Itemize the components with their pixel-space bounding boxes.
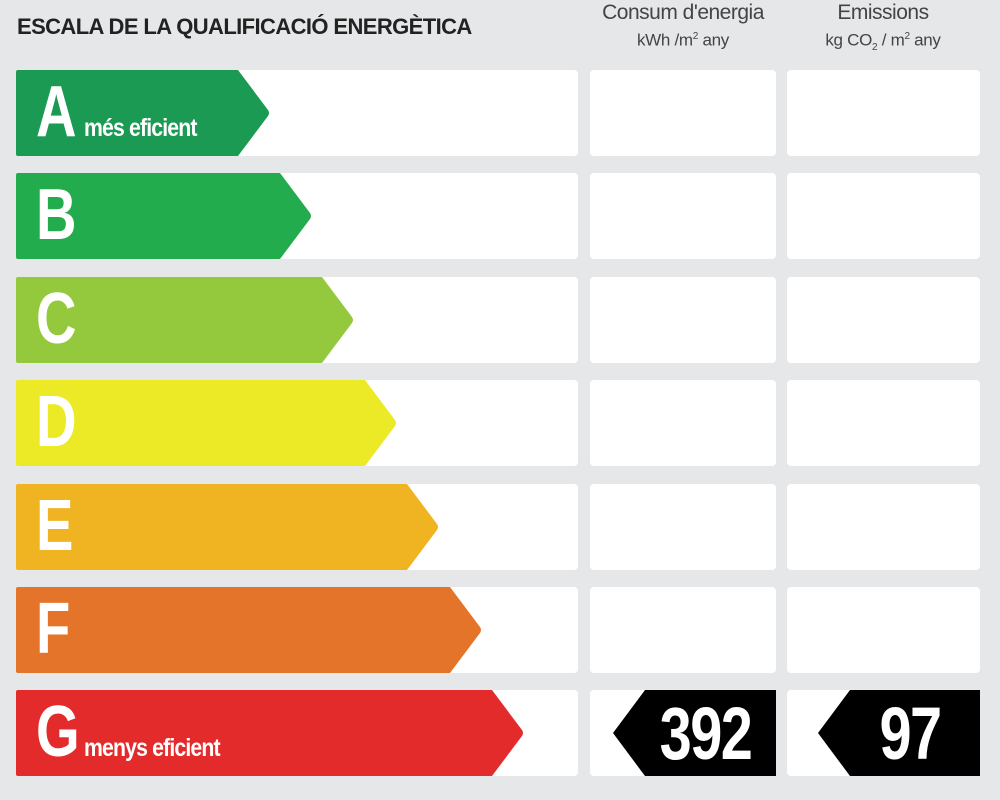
- class-letter: A: [36, 72, 77, 152]
- scale-row-c: C: [0, 277, 1000, 363]
- class-letter: F: [36, 589, 70, 669]
- emissions-unit: kg CO2 / m2 any: [825, 30, 941, 54]
- class-arrow-f: [16, 587, 481, 673]
- consumption-cell: [590, 587, 776, 673]
- consumption-cell: [590, 380, 776, 466]
- scale-row-d: D: [0, 380, 1000, 466]
- consumption-title: Consum d'energia: [602, 1, 764, 24]
- emissions-title: Emissions: [837, 1, 929, 24]
- scale-row-b: B: [0, 173, 1000, 259]
- consumption-badge: [613, 690, 776, 776]
- class-letter: E: [36, 486, 73, 566]
- consumption-unit: kWh /m2 any: [636, 30, 729, 50]
- consumption-cell: [590, 173, 776, 259]
- emissions-cell: [787, 277, 980, 363]
- class-arrow-e: [16, 484, 438, 570]
- consumption-cell: [590, 484, 776, 570]
- class-arrow-b: [16, 173, 311, 259]
- class-letter: D: [36, 382, 77, 462]
- emissions-cell: [787, 380, 980, 466]
- class-letter: C: [36, 279, 77, 359]
- consumption-column-header: Consum d'energia kWh /m2 any: [588, 0, 778, 52]
- page-title: ESCALA DE LA QUALIFICACIÓ ENERGÈTICA: [17, 14, 472, 39]
- consumption-cell: [590, 70, 776, 156]
- emissions-cell: [787, 484, 980, 570]
- scale-row-e: E: [0, 484, 1000, 570]
- class-arrow-g: [16, 690, 523, 776]
- class-arrow-a: [16, 70, 269, 156]
- emissions-cell: [787, 70, 980, 156]
- class-label: menys eficient: [84, 734, 221, 762]
- emissions-cell: [787, 173, 980, 259]
- consumption-value: 392: [659, 692, 753, 775]
- class-letter: G: [36, 692, 80, 772]
- class-arrow-c: [16, 277, 353, 363]
- emissions-cell: [787, 587, 980, 673]
- emissions-badge: [818, 690, 980, 776]
- emissions-column-header: Emissions kg CO2 / m2 any: [786, 0, 980, 59]
- emissions-value: 97: [879, 692, 942, 775]
- consumption-cell: [590, 277, 776, 363]
- scale-row-f: F: [0, 587, 1000, 673]
- class-arrow-d: [16, 380, 396, 466]
- class-letter: B: [36, 175, 77, 255]
- class-label: més eficient: [84, 114, 197, 142]
